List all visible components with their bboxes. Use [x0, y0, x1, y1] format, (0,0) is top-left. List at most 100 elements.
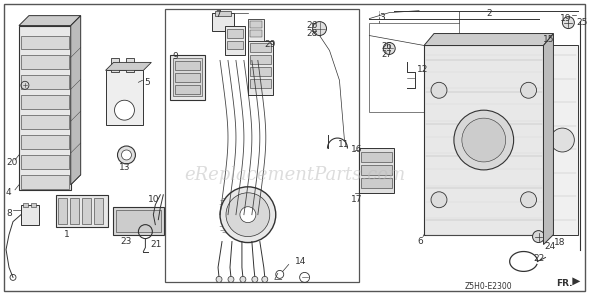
Bar	[250, 79, 271, 88]
Bar	[215, 11, 231, 16]
Bar	[21, 115, 69, 129]
Text: 8: 8	[6, 209, 12, 218]
Circle shape	[454, 110, 514, 170]
Circle shape	[562, 17, 574, 29]
Polygon shape	[543, 34, 553, 245]
Text: 24: 24	[545, 242, 556, 250]
Text: 1: 1	[64, 230, 70, 239]
Text: 11: 11	[337, 140, 349, 149]
Bar	[248, 40, 273, 95]
Circle shape	[520, 82, 536, 98]
Text: 12: 12	[417, 65, 428, 74]
Bar	[248, 19, 264, 40]
Bar	[175, 61, 200, 71]
Text: 26: 26	[381, 42, 392, 52]
Bar	[21, 155, 69, 169]
Text: 16: 16	[352, 145, 363, 154]
Circle shape	[462, 118, 506, 162]
Bar	[175, 85, 200, 94]
Bar	[250, 55, 271, 64]
Circle shape	[550, 128, 574, 152]
Bar	[21, 205, 39, 224]
Text: 10: 10	[148, 195, 160, 204]
Text: FR.: FR.	[556, 279, 573, 289]
Text: 6: 6	[417, 237, 423, 245]
Circle shape	[117, 146, 136, 164]
Text: 5: 5	[145, 78, 150, 87]
Circle shape	[114, 100, 135, 120]
Circle shape	[262, 276, 268, 282]
Bar	[359, 148, 394, 193]
Text: 26: 26	[307, 21, 318, 30]
Bar	[110, 58, 119, 72]
Circle shape	[216, 276, 222, 282]
Bar	[94, 198, 103, 224]
Bar	[58, 198, 67, 224]
Bar	[250, 30, 262, 37]
Bar	[21, 95, 69, 109]
Bar	[21, 55, 69, 69]
Circle shape	[431, 192, 447, 208]
Text: 20: 20	[6, 158, 18, 167]
Bar	[227, 40, 243, 50]
Text: 22: 22	[533, 255, 545, 263]
Bar	[81, 198, 91, 224]
Circle shape	[313, 22, 326, 35]
Bar	[361, 178, 392, 188]
Bar	[369, 23, 459, 112]
Bar	[250, 21, 262, 27]
Bar	[106, 71, 143, 125]
Text: 2: 2	[486, 9, 491, 18]
Text: 17: 17	[352, 195, 363, 204]
Bar	[212, 13, 234, 31]
Text: 14: 14	[294, 258, 306, 266]
Bar	[250, 43, 271, 53]
Polygon shape	[19, 16, 81, 26]
Bar	[21, 75, 69, 89]
Text: 7: 7	[215, 10, 221, 19]
Bar	[227, 29, 243, 37]
Bar	[21, 135, 69, 149]
Text: 21: 21	[150, 240, 162, 249]
Text: 19: 19	[560, 14, 572, 23]
Text: Z5H0-E2300: Z5H0-E2300	[465, 282, 513, 291]
Text: 28: 28	[307, 29, 318, 37]
Bar	[31, 203, 36, 207]
Text: 27: 27	[381, 50, 392, 60]
Bar	[126, 58, 135, 72]
Bar	[21, 35, 69, 50]
Text: 9: 9	[172, 53, 178, 61]
Bar	[113, 207, 164, 235]
Text: 15: 15	[542, 35, 554, 44]
Circle shape	[240, 207, 256, 223]
Text: 13: 13	[119, 163, 130, 172]
Text: 4: 4	[6, 188, 12, 197]
Bar	[361, 152, 392, 162]
Polygon shape	[572, 277, 581, 285]
Bar	[175, 73, 200, 82]
Circle shape	[220, 187, 276, 242]
Bar	[546, 45, 578, 235]
Text: 23: 23	[120, 237, 132, 245]
Circle shape	[226, 193, 270, 237]
Text: 25: 25	[576, 18, 588, 27]
Circle shape	[431, 82, 447, 98]
Circle shape	[122, 150, 132, 160]
Bar	[19, 26, 71, 190]
Bar	[424, 45, 543, 235]
Text: 18: 18	[555, 237, 566, 247]
Bar	[171, 55, 205, 100]
Polygon shape	[106, 63, 152, 71]
Bar	[116, 210, 161, 232]
Bar	[23, 203, 28, 207]
Bar	[361, 165, 392, 175]
Circle shape	[533, 231, 545, 242]
Polygon shape	[424, 34, 553, 45]
Text: 3: 3	[379, 13, 385, 22]
Circle shape	[520, 192, 536, 208]
Circle shape	[240, 276, 246, 282]
Circle shape	[228, 276, 234, 282]
Bar	[56, 195, 107, 227]
Text: eReplacementParts.com: eReplacementParts.com	[184, 166, 405, 184]
Bar	[21, 175, 69, 189]
